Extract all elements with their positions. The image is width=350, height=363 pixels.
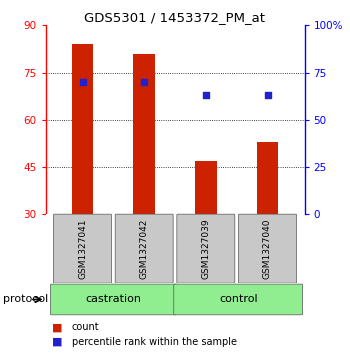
Point	[203, 92, 209, 98]
FancyBboxPatch shape	[174, 284, 303, 315]
FancyBboxPatch shape	[54, 214, 112, 283]
FancyBboxPatch shape	[50, 284, 176, 315]
FancyBboxPatch shape	[177, 214, 235, 283]
Text: ■: ■	[52, 322, 66, 332]
Bar	[133, 54, 155, 214]
Text: GSM1327039: GSM1327039	[201, 218, 210, 279]
Text: GSM1327042: GSM1327042	[140, 219, 149, 279]
Text: castration: castration	[85, 294, 141, 305]
Point	[265, 92, 270, 98]
Text: protocol: protocol	[4, 294, 49, 305]
Text: GSM1327040: GSM1327040	[263, 219, 272, 279]
Bar	[72, 44, 93, 214]
Text: ■: ■	[52, 337, 66, 347]
Point	[141, 79, 147, 85]
FancyBboxPatch shape	[115, 214, 173, 283]
Text: percentile rank within the sample: percentile rank within the sample	[72, 337, 237, 347]
Text: count: count	[72, 322, 99, 332]
FancyBboxPatch shape	[238, 214, 296, 283]
Text: control: control	[219, 294, 258, 305]
Bar	[257, 142, 278, 214]
Text: GSM1327041: GSM1327041	[78, 219, 87, 279]
Point	[80, 79, 85, 85]
Bar	[195, 161, 217, 214]
Title: GDS5301 / 1453372_PM_at: GDS5301 / 1453372_PM_at	[84, 11, 266, 24]
